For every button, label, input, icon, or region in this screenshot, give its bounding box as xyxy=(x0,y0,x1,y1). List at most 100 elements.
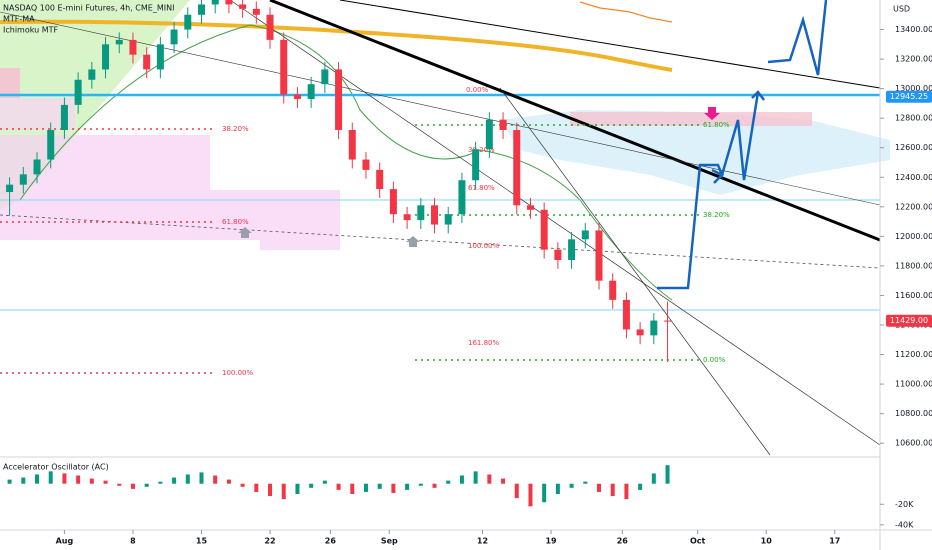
oscillator-bar xyxy=(213,475,218,484)
candle-body xyxy=(485,119,493,150)
oscillator-bar xyxy=(528,483,533,507)
y-tick-label: 12400.00 xyxy=(895,173,932,182)
oscillator-bar xyxy=(309,483,314,488)
oscillator-bar xyxy=(144,483,149,487)
oscillator-bar xyxy=(597,483,602,492)
oscillator-bar xyxy=(651,473,656,484)
x-tick-label: Aug xyxy=(56,537,74,546)
indicator-label: MTF-MA xyxy=(3,15,35,24)
candle-body xyxy=(568,239,576,260)
oscillator-bar xyxy=(117,483,122,486)
fib-label: 61.80% xyxy=(222,218,249,226)
candle-body xyxy=(540,209,548,250)
x-tick-label: 26 xyxy=(617,537,629,546)
candle-body xyxy=(60,104,68,130)
x-tick-label: 12 xyxy=(477,537,488,546)
candle-body xyxy=(664,320,672,322)
oscillator-title: Accelerator Oscillator (AC) xyxy=(3,463,109,472)
candle-body xyxy=(280,39,288,95)
oscillator-bar xyxy=(158,481,163,484)
y-tick-label: 10600.00 xyxy=(895,439,932,448)
price-tag-label: 12945.25 xyxy=(890,92,928,101)
y-tick-label: -40K xyxy=(895,520,914,529)
candle-body xyxy=(458,180,466,215)
candle-body xyxy=(88,69,96,80)
fib-label: 100.00% xyxy=(468,242,499,250)
price-tag-label: 11429.00 xyxy=(890,316,928,325)
candle-body xyxy=(143,54,151,70)
oscillator-bar xyxy=(583,481,588,484)
y-tick-label: -20K xyxy=(895,500,914,509)
candle-body xyxy=(321,69,329,85)
candle-body xyxy=(6,184,14,193)
chart-title: NASDAQ 100 E-mini Futures, 4h, CME_MINI xyxy=(3,4,174,13)
candle-body xyxy=(156,44,164,70)
candle-body xyxy=(170,29,178,45)
y-tick-label: 12000.00 xyxy=(895,232,932,241)
candle-body xyxy=(417,205,425,221)
oscillator-bar xyxy=(76,475,81,484)
x-tick-label: 22 xyxy=(264,537,275,546)
fib-label: 161.80% xyxy=(468,339,499,347)
candle-body xyxy=(293,94,301,99)
candle-body xyxy=(266,14,274,40)
oscillator-bar xyxy=(48,471,53,484)
trend-line xyxy=(0,11,881,206)
oscillator-bar xyxy=(569,483,574,488)
fib-label: 38.20% xyxy=(468,146,495,154)
fib-label: 0.00% xyxy=(703,356,726,364)
oscillator-bar xyxy=(405,483,410,490)
oscillator-bar xyxy=(268,483,273,497)
candle-body xyxy=(239,4,247,9)
cloud xyxy=(500,110,890,195)
fib-label: 38.20% xyxy=(703,211,730,219)
candle-body xyxy=(403,214,411,221)
oscillator-bar xyxy=(473,471,478,484)
y-tick-label: 12600.00 xyxy=(895,143,932,152)
candle-body xyxy=(252,8,260,15)
projection-drawing xyxy=(657,0,828,290)
candle-body xyxy=(348,130,356,160)
x-tick-label: 17 xyxy=(829,537,840,546)
oscillator-bar xyxy=(624,483,629,500)
candle-body xyxy=(102,44,110,70)
fib-label: 100.00% xyxy=(222,369,253,377)
currency-label: USD xyxy=(893,5,910,14)
oscillator-bar xyxy=(185,474,190,484)
oscillator-bar xyxy=(501,478,506,484)
oscillator-bar xyxy=(130,483,135,489)
trend-line xyxy=(0,214,881,269)
y-tick-label: 11600.00 xyxy=(895,291,932,300)
y-tick-label: 13400.00 xyxy=(895,25,932,34)
candle-body xyxy=(307,84,315,99)
oscillator-bar xyxy=(446,480,451,484)
trend-line xyxy=(499,87,771,456)
trend-line xyxy=(339,0,881,89)
x-tick-label: 15 xyxy=(196,537,208,546)
y-tick-label: 10800.00 xyxy=(895,409,932,418)
oscillator-bar xyxy=(240,483,245,487)
pink-box xyxy=(570,112,812,126)
candle-body xyxy=(431,205,439,225)
price-tag xyxy=(886,90,932,103)
candle-body xyxy=(499,119,507,130)
trend-line xyxy=(269,0,881,242)
oscillator-bar xyxy=(336,483,341,490)
candle-body xyxy=(184,14,192,30)
ma-line xyxy=(19,24,673,301)
oscillator-bar xyxy=(89,478,94,484)
candle-body xyxy=(129,39,137,55)
x-tick-label: 10 xyxy=(761,537,773,546)
oscillator-bar xyxy=(487,474,492,484)
candle-body xyxy=(47,130,55,160)
fib-label: 61.80% xyxy=(468,184,495,192)
ma-line xyxy=(0,19,673,72)
oscillator-bar xyxy=(350,483,355,494)
x-tick-label: Oct xyxy=(690,537,706,546)
x-tick-label: Sep xyxy=(381,537,398,546)
oscillator-bar xyxy=(418,483,423,486)
pink-box xyxy=(0,68,20,98)
x-tick-label: 19 xyxy=(545,537,557,546)
y-tick-label: 12200.00 xyxy=(895,202,932,211)
